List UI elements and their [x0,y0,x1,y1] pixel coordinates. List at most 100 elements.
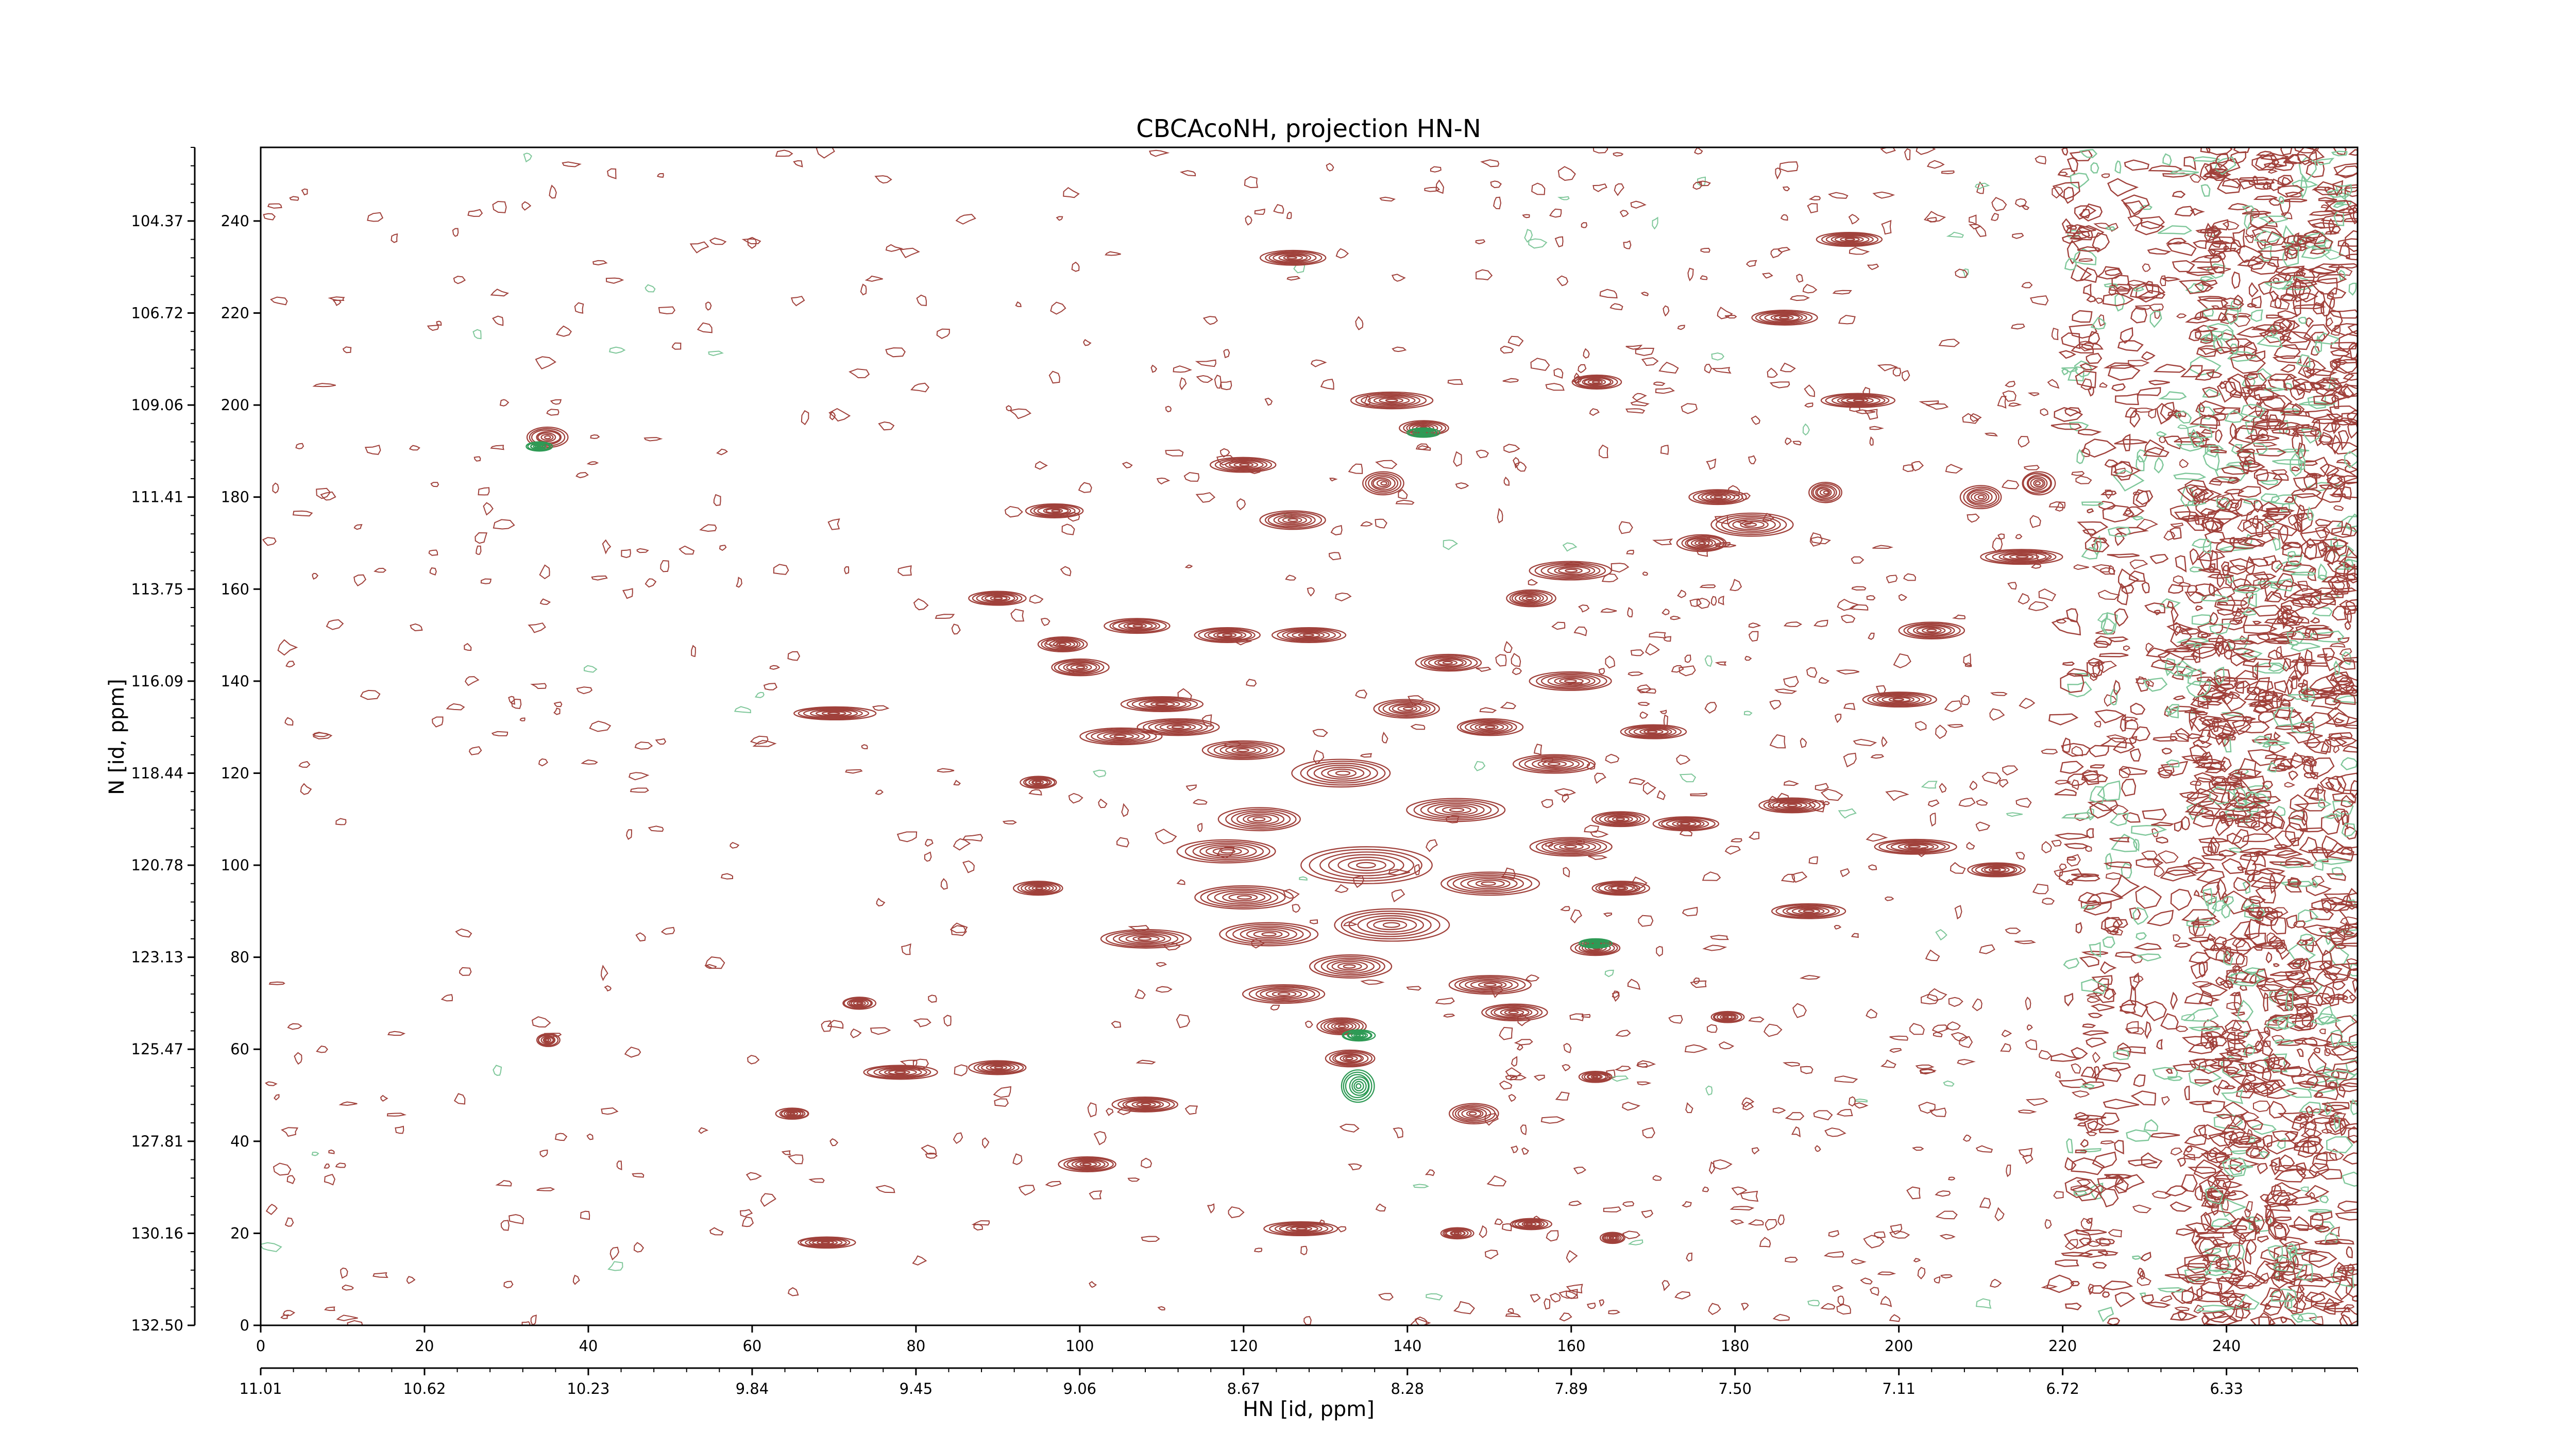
noise-contour [1874,1231,1886,1239]
peak-contour-group [1967,862,2026,878]
noise-contour [2318,379,2343,392]
noise-contour [827,1020,844,1029]
noise-contour [1615,1030,1631,1037]
noise-contour [2280,364,2296,373]
noise-contour [367,212,384,222]
noise-contour [2162,153,2172,166]
noise-contour [1838,314,1856,325]
peak-contour [1225,745,1262,755]
peak-contour [1286,256,1297,260]
noise-contour [2107,178,2139,197]
peak-contour [1907,624,1955,637]
noise-contour [2087,807,2094,821]
noise-contour [2094,1066,2100,1083]
peak-contour [1820,393,1896,408]
peak-contour [1460,719,1517,735]
noise-contour [2258,280,2272,295]
peak-contour [1056,642,1072,647]
noise-contour [2336,772,2358,791]
noise-contour [2018,593,2030,605]
noise-contour [2090,672,2098,681]
noise-contour [885,347,906,358]
noise-contour [2099,1238,2115,1245]
peak-contour [1385,398,1398,402]
peak-contour [1803,909,1815,913]
noise-contour [1599,444,1608,459]
noise-contour [2014,940,2037,945]
noise-contour [950,922,968,933]
noise-contour [2244,918,2261,940]
noise-contour [2217,1155,2244,1169]
peak-contour [1268,251,1317,264]
peak-contour [1798,908,1821,914]
peak-contour [1444,1228,1469,1238]
noise-contour [1009,408,1032,419]
noise-contour [1808,800,1825,813]
noise-contour [1335,248,1349,259]
noise-contour [1246,679,1257,687]
peak-contour [1985,550,2057,564]
noise-contour [2189,173,2201,183]
noise-contour [1909,1023,1925,1035]
noise-contour [2184,1222,2213,1234]
noise-contour [292,510,313,517]
peak-contour [1097,731,1145,742]
noise-contour [2320,738,2331,753]
negative-peak-contour [1355,1083,1362,1089]
noise-contour [2233,1135,2251,1145]
noise-contour [2231,791,2250,802]
noise-contour [2329,1117,2351,1133]
peak-contour [1259,249,1327,266]
noise-contour [2282,652,2301,670]
noise-contour [2312,1152,2328,1170]
noise-contour [787,651,801,661]
peak-contour [781,1109,806,1119]
peak-contour-group [1898,621,1965,639]
noise-contour [1820,1303,1836,1310]
noise-contour [1958,797,1976,807]
noise-contour [1976,181,1985,194]
noise-contour [2183,862,2215,874]
y-ppm-tick-label: 130.16 [131,1224,183,1242]
noise-contour [335,1162,346,1168]
noise-contour [2266,762,2278,773]
peak-contour [1591,380,1600,384]
peak-contour [1611,885,1629,891]
noise-contour [1197,823,1203,832]
peak-contour [1343,1055,1358,1062]
noise-contour [2225,338,2254,349]
peak-contour [1037,506,1072,516]
noise-contour [2175,410,2192,424]
noise-contour [2113,1049,2130,1060]
noise-contour [1641,357,1659,366]
peak-contour [1452,1104,1496,1123]
peak-contour-group [1201,740,1285,760]
peak-contour [1478,981,1503,988]
noise-contour [2302,1140,2324,1154]
noise-contour [2306,317,2314,328]
noise-contour [2197,678,2228,700]
noise-contour [2262,181,2272,190]
peak-contour [1624,725,1682,738]
noise-contour [2081,979,2107,995]
noise-contour [2239,776,2265,791]
noise-contour [747,237,757,249]
peak-contour [1296,1227,1308,1231]
peak-contour [1109,619,1167,633]
noise-contour [829,1138,839,1147]
noise-contour [1742,1101,1754,1110]
noise-contour [428,549,438,556]
noise-contour [2338,241,2350,260]
noise-contour [1893,653,1911,668]
peak-contour [1604,883,1638,893]
peak-contour-group [1816,232,1883,247]
peak-contour [1548,840,1596,853]
noise-contour [2077,1122,2087,1127]
noise-contour [2263,1025,2270,1037]
peak-contour [1397,705,1418,712]
noise-contour [2188,328,2202,342]
noise-contour [2151,821,2175,827]
peak-contour [990,1065,1008,1070]
noise-contour [1424,187,1440,192]
noise-contour [2149,310,2162,328]
